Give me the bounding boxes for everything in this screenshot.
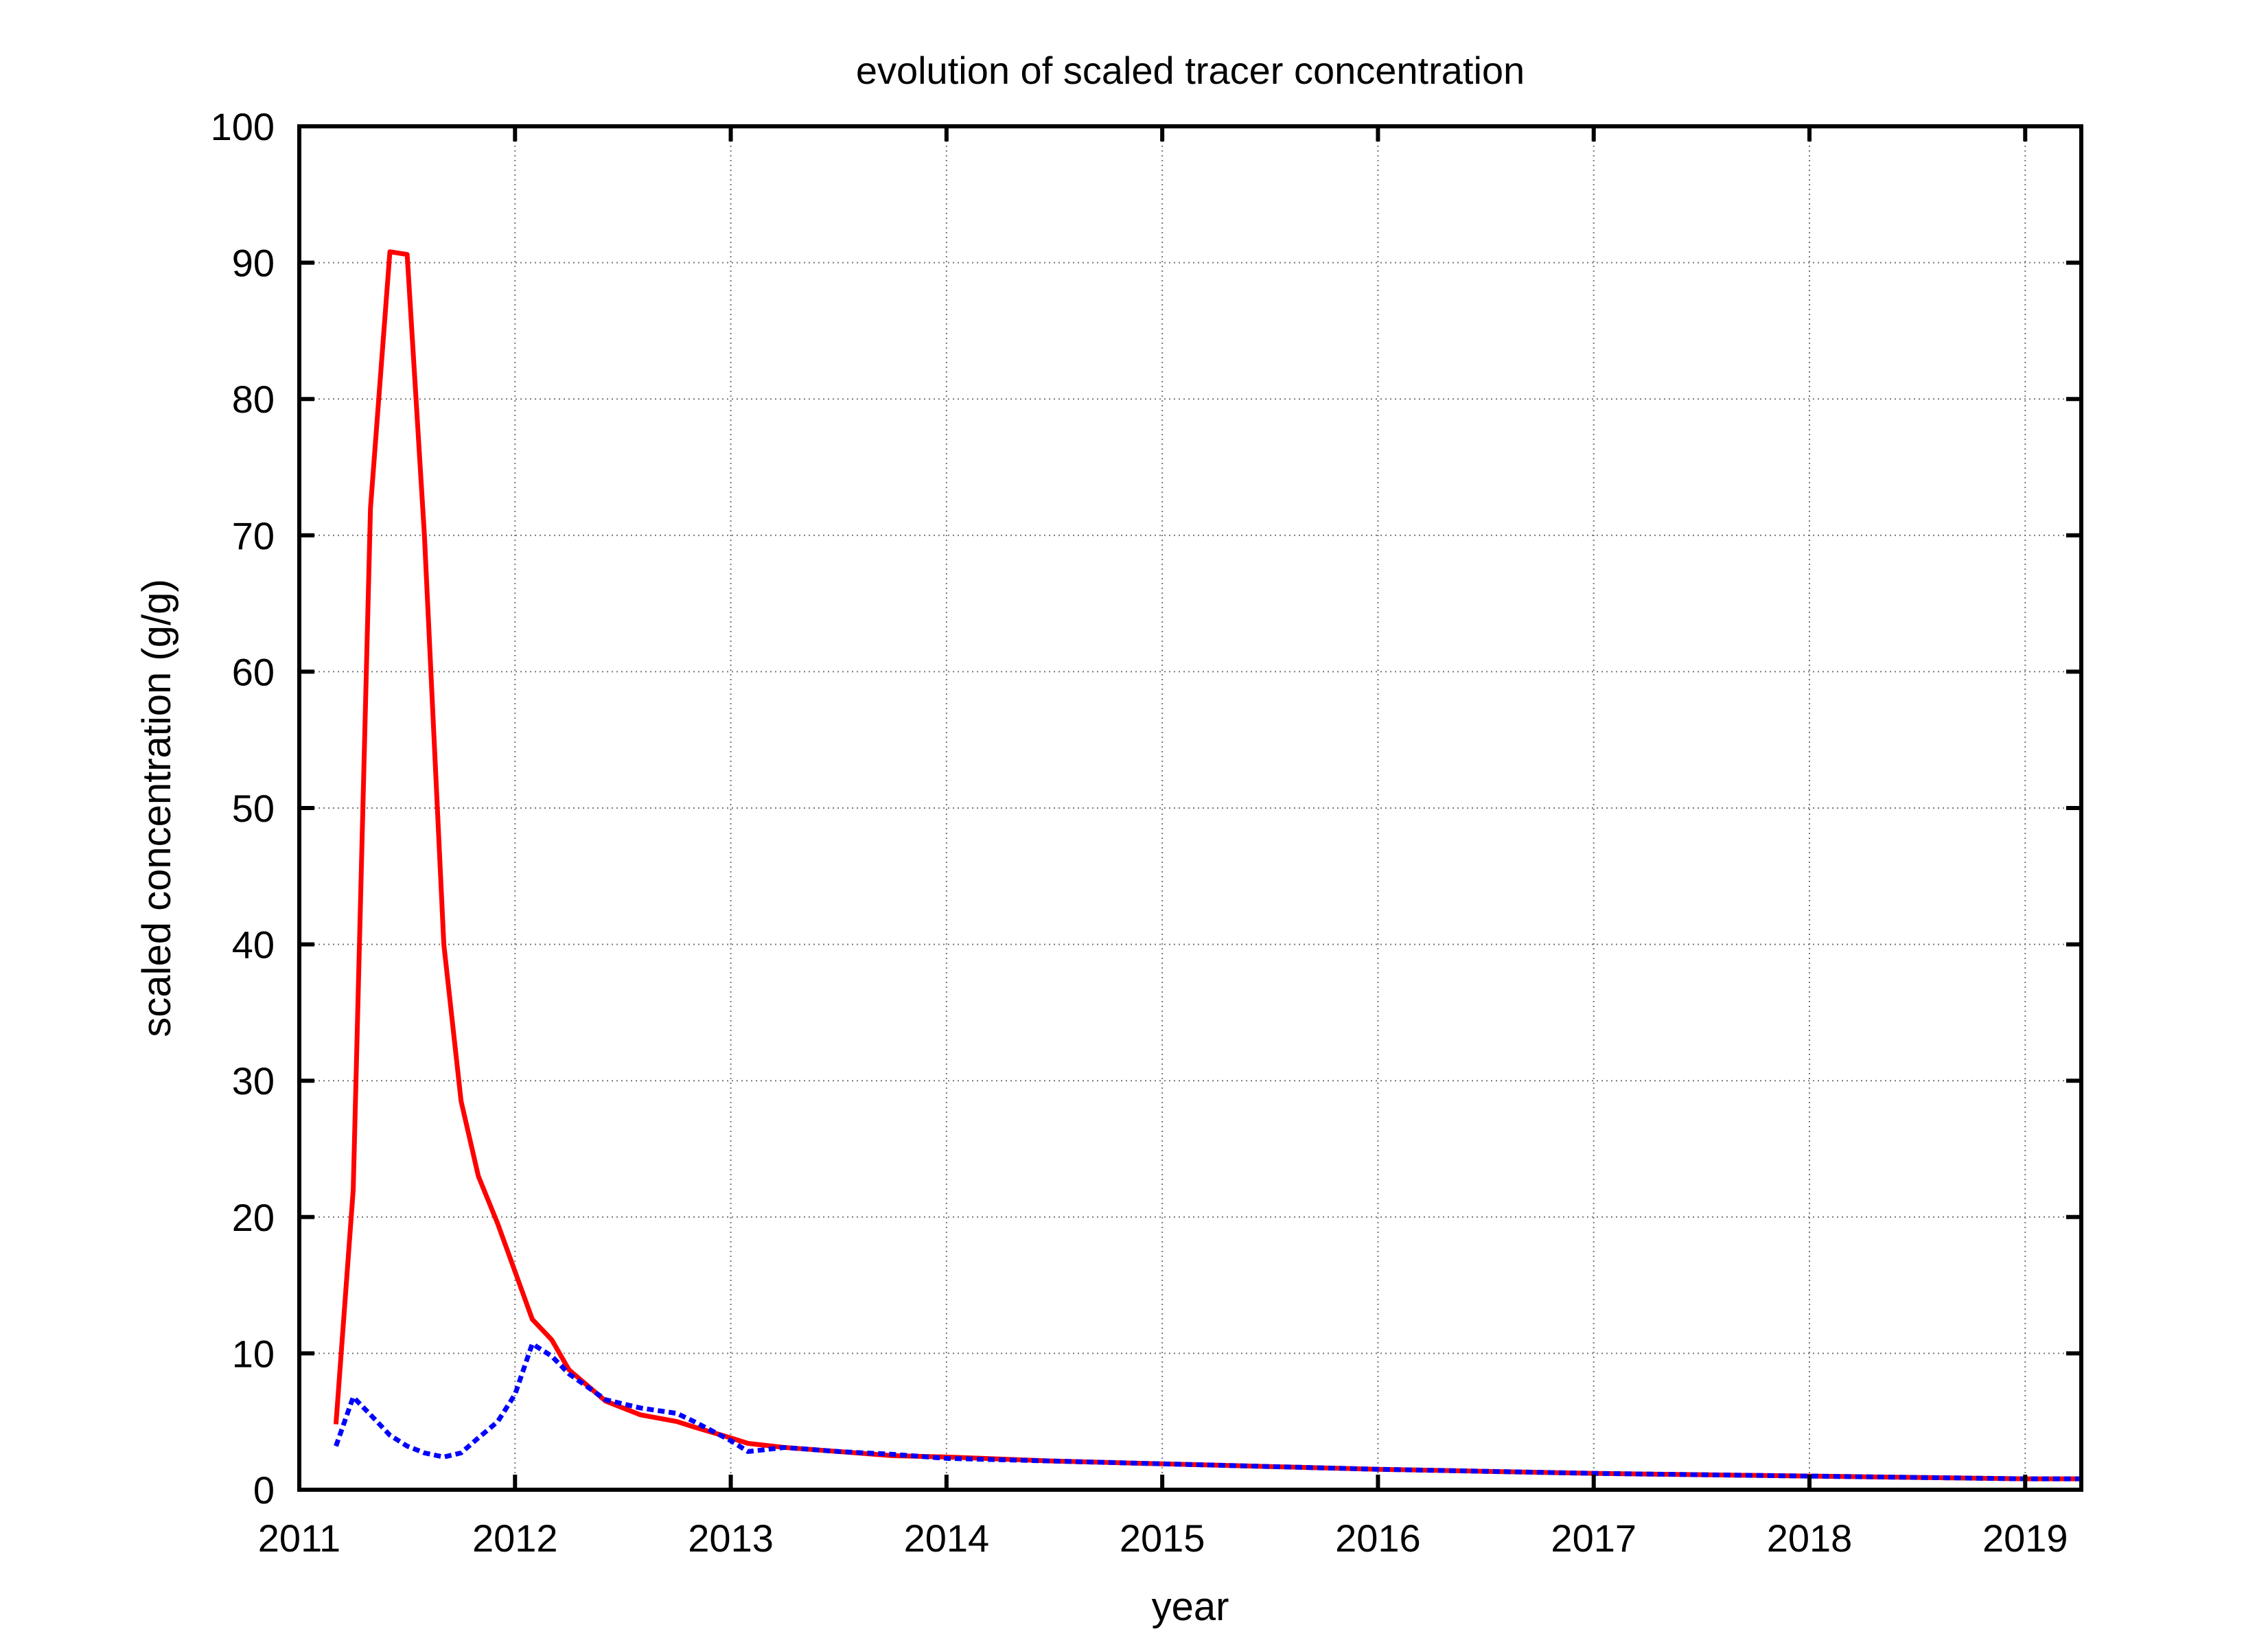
grid xyxy=(299,126,2081,1490)
x-tick-label: 2016 xyxy=(1335,1517,1421,1560)
y-tick-label: 70 xyxy=(232,514,275,557)
plot-lines xyxy=(333,249,2079,1481)
x-tick-label: 2018 xyxy=(1767,1517,1853,1560)
x-tick-label: 2019 xyxy=(1982,1517,2068,1560)
y-tick-label: 20 xyxy=(232,1196,275,1239)
x-tick-label: 2017 xyxy=(1551,1517,1636,1560)
series-line xyxy=(334,1341,2079,1481)
y-tick-label: 10 xyxy=(232,1332,275,1375)
y-tick-label: 30 xyxy=(232,1059,275,1103)
y-tick-label: 40 xyxy=(232,923,275,967)
y-tick-label: 60 xyxy=(232,650,275,693)
ticks: 0 10 20 30 40 50 60 70 80 90 100 2011 2012 2013 2014 20… xyxy=(211,105,2081,1560)
y-axis-label: scaled concentration (g/g) xyxy=(135,579,179,1037)
x-axis-label: year xyxy=(1152,1584,1229,1629)
chart-title: evolution of scaled tracer concentration xyxy=(856,49,1525,92)
y-tick-label: 100 xyxy=(211,105,275,148)
x-tick-label: 2011 xyxy=(258,1517,340,1560)
y-tick-label: 90 xyxy=(232,242,275,285)
y-tick-label: 80 xyxy=(232,378,275,421)
x-tick-label: 2015 xyxy=(1120,1517,1205,1560)
y-tick-label: 0 xyxy=(253,1468,275,1512)
series-line xyxy=(333,249,2079,1481)
x-tick-label: 2013 xyxy=(688,1517,774,1560)
x-tick-label: 2012 xyxy=(472,1517,558,1560)
x-tick-label: 2014 xyxy=(904,1517,990,1560)
y-tick-label: 50 xyxy=(232,787,275,830)
